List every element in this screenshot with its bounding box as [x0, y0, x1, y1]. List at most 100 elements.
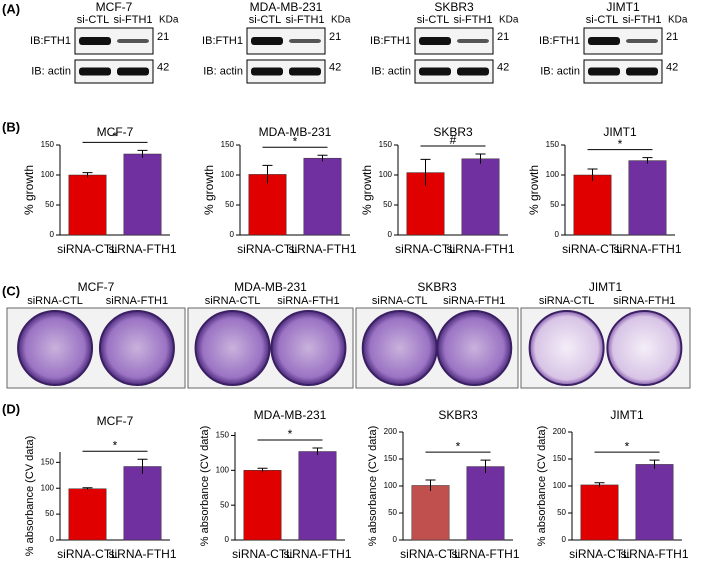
error-bar — [312, 447, 323, 455]
error-bar — [317, 154, 328, 162]
blot-size: 21 — [497, 31, 509, 43]
chart-title: MDA-MB-231 — [259, 125, 332, 139]
blot-title: MCF-7 — [96, 0, 133, 14]
error-bar — [82, 487, 93, 490]
well — [194, 310, 271, 386]
y-tick-label: 150 — [379, 140, 393, 149]
bar — [123, 153, 162, 236]
blot-row-label: IB: actin — [203, 65, 243, 77]
error-bar — [82, 172, 93, 178]
y-tick-label: 50 — [45, 509, 54, 518]
well — [361, 310, 438, 386]
x-tick-label: siRNA-FTH1 — [614, 242, 682, 256]
band — [419, 67, 451, 76]
error-bar — [257, 467, 268, 473]
colony-title: MCF-7 — [78, 280, 115, 294]
y-tick-label: 0 — [50, 535, 55, 544]
unit-label: KDa — [159, 15, 179, 26]
y-tick-label: 0 — [393, 535, 398, 544]
bar — [628, 160, 667, 236]
blot-title: MDA-MB-231 — [250, 0, 323, 14]
chart-title: JIMT1 — [603, 125, 637, 139]
error-bar — [642, 157, 653, 164]
y-tick-label: 200 — [384, 427, 398, 436]
blot-frame — [583, 59, 663, 84]
lane-label: si-CTL — [586, 14, 618, 26]
y-tick-label: 150 — [41, 457, 55, 466]
blot-size: 42 — [666, 61, 678, 73]
x-tick-label: siRNA-CTL — [57, 547, 118, 561]
x-tick-label: siRNA-FTH1 — [621, 547, 689, 561]
y-tick-label: 0 — [50, 230, 55, 239]
unit-label: KDa — [668, 15, 688, 26]
well — [17, 310, 94, 386]
chart-title: MDA-MB-231 — [254, 408, 327, 422]
colony-title: SKBR3 — [417, 280, 457, 294]
blot-title: JIMT1 — [606, 0, 640, 14]
x-tick-label: siRNA-CTL — [395, 242, 456, 256]
panel-label: (B) — [2, 119, 20, 134]
y-tick-label: 100 — [41, 483, 55, 492]
x-tick-label: siRNA-FTH1 — [284, 547, 352, 561]
blot-size: 21 — [666, 31, 678, 43]
lane-label: si-CTL — [77, 14, 109, 26]
y-axis-label: % growth — [527, 165, 541, 215]
bar — [411, 485, 450, 541]
y-tick-label: 150 — [546, 140, 560, 149]
blot-row-label: IB:FTH1 — [30, 35, 71, 47]
well-label: siRNA-CTL — [27, 295, 83, 307]
y-tick-label: 150 — [41, 140, 55, 149]
bar — [298, 451, 337, 541]
well-label: siRNA-CTL — [372, 295, 428, 307]
y-tick-label: 50 — [220, 500, 229, 509]
lane-label: si-CTL — [417, 14, 449, 26]
y-tick-label: 50 — [225, 200, 234, 209]
x-tick-label: siRNA-CTL — [569, 547, 630, 561]
y-tick-label: 150 — [216, 431, 230, 440]
x-tick-label: siRNA-CTL — [232, 547, 293, 561]
bar — [461, 158, 500, 236]
bar — [303, 157, 342, 236]
y-tick-label: 50 — [45, 200, 54, 209]
y-tick-label: 150 — [384, 454, 398, 463]
band — [251, 67, 283, 76]
chart-title: MCF-7 — [97, 125, 134, 139]
significance-mark: * — [113, 130, 118, 144]
bar — [466, 466, 505, 541]
x-tick-label: siRNA-CTL — [400, 547, 461, 561]
significance-mark: * — [456, 439, 461, 453]
bar — [248, 174, 287, 236]
colony-title: MDA-MB-231 — [234, 280, 307, 294]
y-axis-label: % absorbance (CV data) — [536, 426, 548, 546]
band — [626, 67, 658, 76]
error-bar — [594, 482, 605, 488]
unit-label: KDa — [499, 15, 519, 26]
y-tick-label: 50 — [388, 508, 397, 517]
chart-title: SKBR3 — [433, 125, 473, 139]
well-label: siRNA-FTH1 — [106, 295, 168, 307]
bar — [68, 488, 107, 541]
chart-title: MCF-7 — [97, 414, 134, 428]
y-tick-label: 0 — [225, 535, 230, 544]
band — [626, 39, 658, 43]
bar — [68, 174, 107, 236]
blot-size: 42 — [329, 61, 341, 73]
y-tick-label: 100 — [379, 170, 393, 179]
x-tick-label: siRNA-FTH1 — [109, 547, 177, 561]
well — [270, 310, 347, 386]
well — [98, 310, 175, 386]
band — [457, 67, 489, 76]
band — [117, 67, 149, 76]
error-bar — [137, 458, 148, 474]
y-tick-label: 0 — [388, 230, 393, 239]
well — [528, 310, 605, 386]
unit-label: KDa — [331, 15, 351, 26]
y-tick-label: 100 — [216, 465, 230, 474]
y-tick-label: 100 — [384, 481, 398, 490]
blot-row-label: IB:FTH1 — [539, 35, 580, 47]
x-tick-label: siRNA-CTL — [57, 242, 118, 256]
y-tick-label: 150 — [553, 454, 567, 463]
significance-mark: * — [625, 439, 630, 453]
significance-mark: * — [618, 137, 623, 151]
well — [436, 310, 513, 386]
